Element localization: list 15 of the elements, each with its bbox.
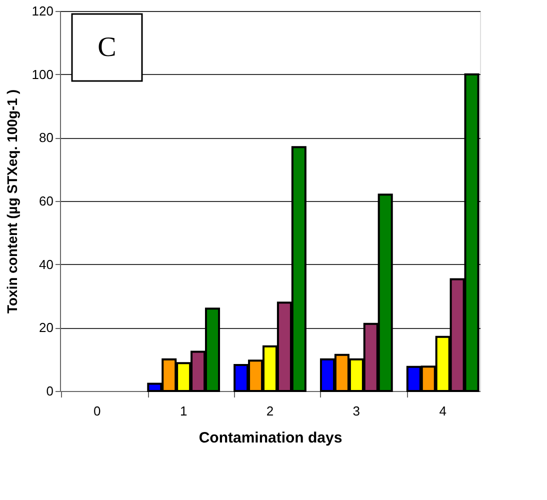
- y-tick-label: 100: [32, 66, 54, 82]
- x-tick-label: 3: [352, 404, 360, 418]
- annotation: C: [98, 32, 116, 63]
- y-tick-label: 0: [46, 384, 54, 398]
- y-tick-label: 20: [39, 320, 54, 336]
- x-tick-label: 2: [266, 404, 274, 418]
- y-tick-label: 60: [39, 194, 54, 208]
- y-tick-label: 80: [39, 130, 54, 146]
- y-tick-label: 40: [39, 256, 54, 272]
- y-tick-label: 120: [32, 4, 54, 18]
- x-axis-title: Contamination days: [198, 430, 342, 446]
- x-tick-label: 0: [94, 404, 101, 418]
- x-tick-label: 4: [439, 404, 446, 418]
- x-tick-label: 1: [180, 404, 188, 418]
- y-axis-title: Toxin content (µg STXeq. 100g-1 ): [4, 89, 20, 314]
